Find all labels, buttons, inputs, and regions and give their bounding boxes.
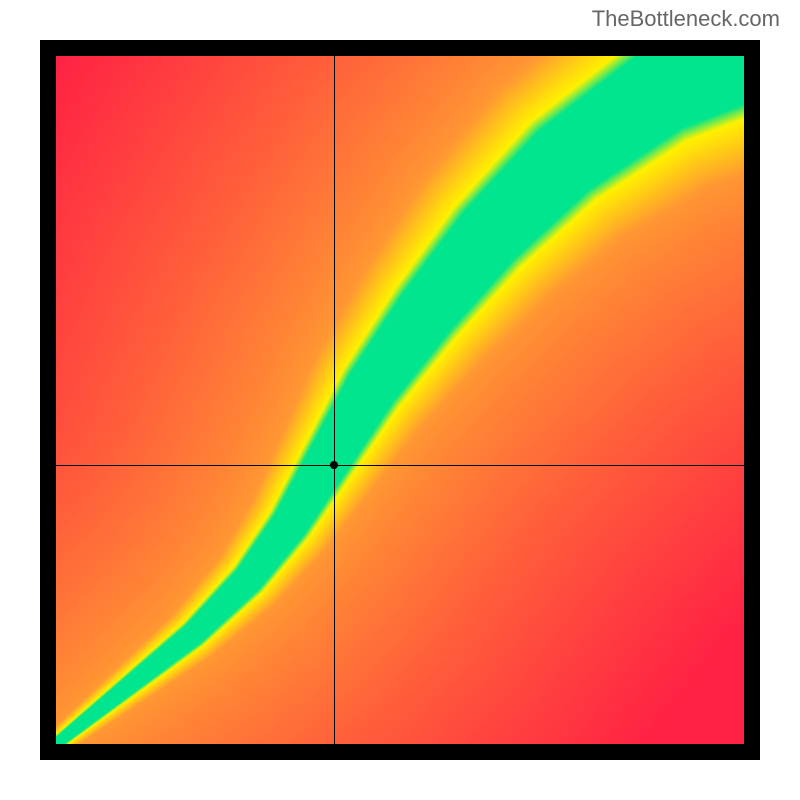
crosshair-horizontal [56, 465, 744, 466]
container: TheBottleneck.com [0, 0, 800, 800]
crosshair-vertical [334, 56, 335, 744]
heatmap-frame [40, 40, 760, 760]
heatmap-canvas [56, 56, 744, 744]
watermark-text: TheBottleneck.com [592, 6, 780, 32]
heatmap-plot [56, 56, 744, 744]
marker-dot [330, 461, 338, 469]
